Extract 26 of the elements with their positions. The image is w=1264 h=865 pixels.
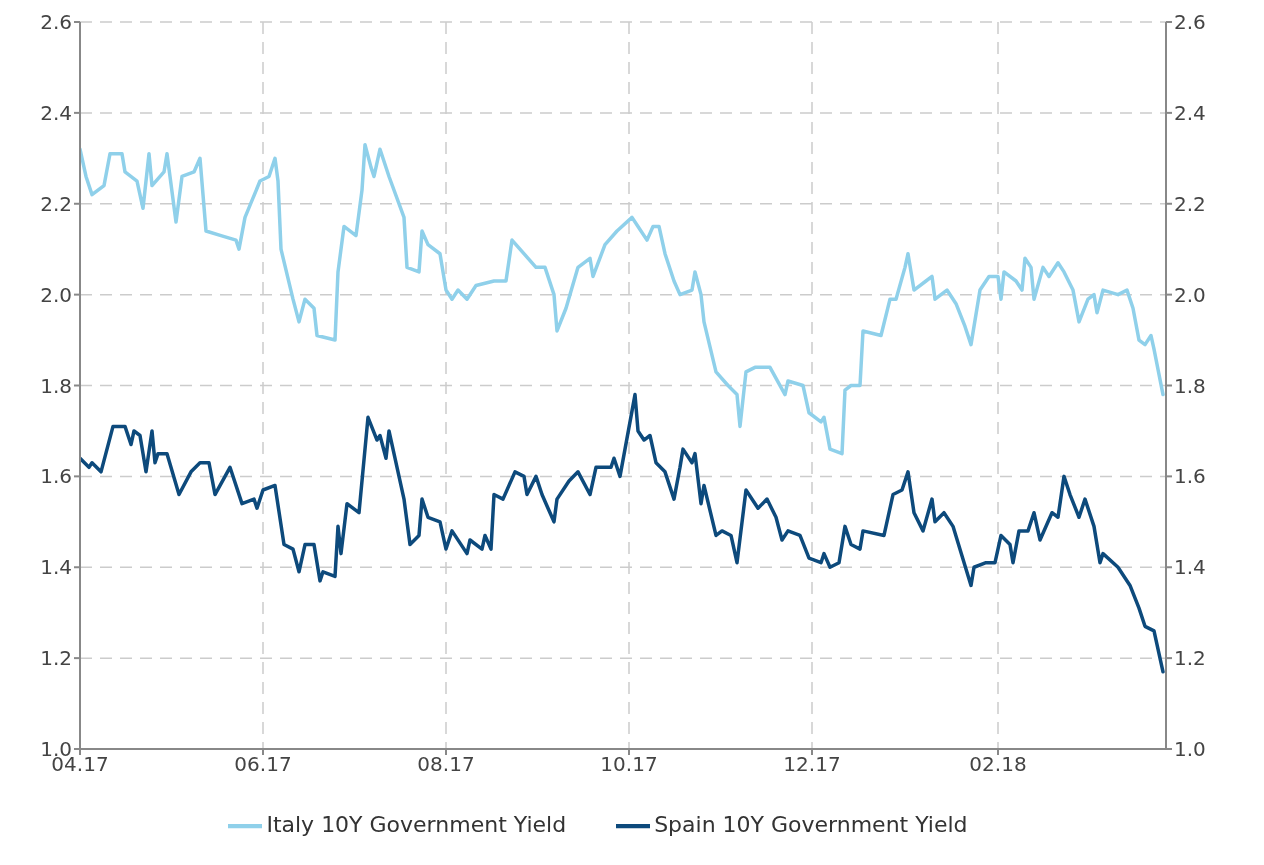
y-tick-label: 1.2 <box>40 646 72 671</box>
y-tick-label: 2.4 <box>40 100 72 125</box>
y2-tick-label: 1.2 <box>1174 646 1206 671</box>
y2-tick-label: 1.0 <box>1174 737 1206 762</box>
y2-tick-label: 1.6 <box>1174 464 1206 489</box>
y-tick-label: 1.4 <box>40 555 72 580</box>
x-tick-label: 02.18 <box>969 752 1027 777</box>
y2-tick-label: 2.6 <box>1174 10 1206 35</box>
y-tick-label: 2.2 <box>40 191 72 216</box>
x-tick-label: 08.17 <box>417 752 475 777</box>
y-tick-label: 1.8 <box>40 373 72 398</box>
x-tick-label: 06.17 <box>234 752 292 777</box>
line-series <box>80 392 1165 674</box>
y2-tick-label: 1.4 <box>1174 555 1206 580</box>
y2-tick-label: 2.0 <box>1174 282 1206 307</box>
x-tick-label: 12.17 <box>783 752 841 777</box>
x-tick-label: 10.17 <box>600 752 658 777</box>
line-series <box>80 142 1165 456</box>
y2-tick-label: 1.8 <box>1174 373 1206 398</box>
y2-tick-label: 2.2 <box>1174 191 1206 216</box>
legend-label: Italy 10Y Government Yield <box>266 812 567 837</box>
legend-label: Spain 10Y Government Yield <box>654 812 968 837</box>
y-tick-label: 2.6 <box>40 10 72 35</box>
y-tick-label: 2.0 <box>40 282 72 307</box>
y2-tick-label: 2.4 <box>1174 100 1206 125</box>
y-tick-label: 1.6 <box>40 464 72 489</box>
